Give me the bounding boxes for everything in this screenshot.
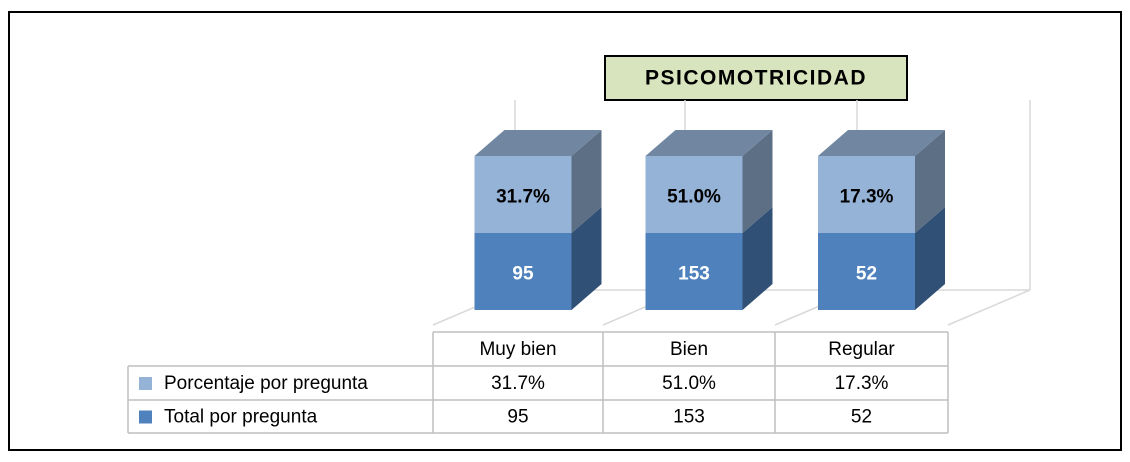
data-label: 52 xyxy=(856,264,877,285)
segment-front xyxy=(474,156,572,233)
table-cell: 17.3% xyxy=(835,373,889,394)
table-cell: 52 xyxy=(851,407,872,428)
table-cell: 153 xyxy=(673,407,705,428)
segment-top xyxy=(818,130,945,156)
column-segment: 31.7% xyxy=(474,130,602,233)
title-box xyxy=(604,55,908,101)
columns: 95 31.7% 153 51.0% 52 17.3% xyxy=(474,130,945,310)
data-label: 31.7% xyxy=(496,187,550,208)
column-segment: 17.3% xyxy=(818,130,945,233)
column-segment: 52 xyxy=(818,207,945,310)
data-table: Muy bien Bien Regular Porcentaje por pregun… xyxy=(127,331,949,434)
data-label: 17.3% xyxy=(840,187,894,208)
data-label: 51.0% xyxy=(667,187,721,208)
table-header: Bien xyxy=(670,339,708,360)
table-cell: 51.0% xyxy=(662,373,716,394)
segment-side xyxy=(742,130,773,233)
segment-front xyxy=(818,156,915,233)
segment-front xyxy=(645,156,743,233)
table-header: Regular xyxy=(828,339,895,360)
segment-side xyxy=(915,207,945,310)
column-segment: 95 xyxy=(474,207,602,310)
floor-line xyxy=(947,289,1031,326)
table-header: Muy bien xyxy=(479,339,556,360)
segment-front xyxy=(645,233,743,310)
segment-side xyxy=(571,207,602,310)
segment-top xyxy=(645,130,773,156)
segment-side xyxy=(915,130,945,233)
segment-front xyxy=(474,233,572,310)
segment-front xyxy=(818,233,915,310)
legend-swatch xyxy=(139,410,152,424)
table-cell: 95 xyxy=(507,407,528,428)
legend-label: Total por pregunta xyxy=(164,407,318,428)
chart-title: PSICOMOTRICIDAD xyxy=(645,67,867,90)
segment-side xyxy=(571,130,602,233)
data-label: 153 xyxy=(678,264,710,285)
data-label: 95 xyxy=(512,264,534,285)
segment-side xyxy=(742,207,773,310)
column-segment: 153 xyxy=(645,207,773,310)
column-segment: 51.0% xyxy=(645,130,773,233)
segment-top xyxy=(474,130,602,156)
legend-swatch xyxy=(139,377,152,390)
table-cell: 31.7% xyxy=(491,373,545,394)
legend-label: Porcentaje por pregunta xyxy=(164,373,368,394)
